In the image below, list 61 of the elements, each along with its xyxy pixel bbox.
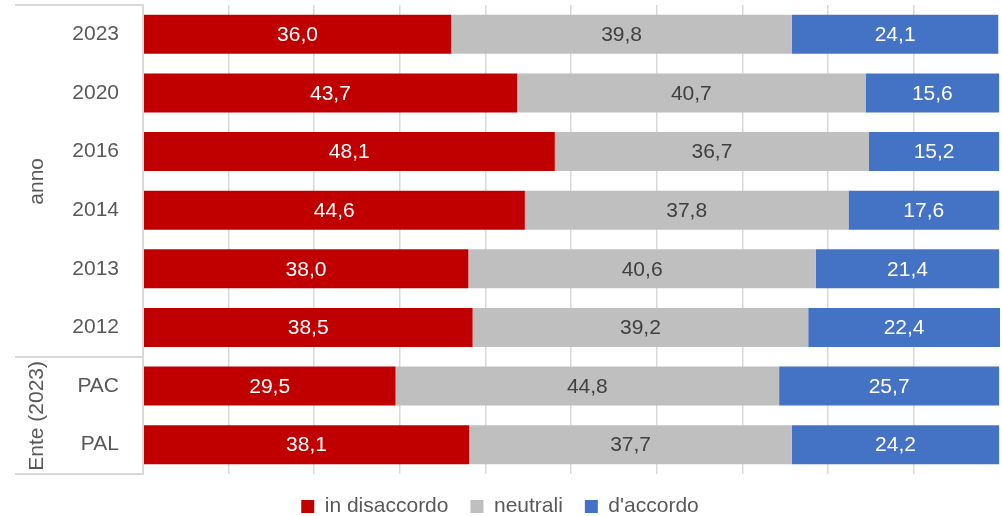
data-label: 38,1 — [286, 432, 327, 456]
bar — [815, 249, 1000, 289]
data-label: 15,6 — [911, 80, 953, 104]
data-label: 17,6 — [903, 197, 945, 221]
bar — [143, 307, 473, 347]
y-tick-label: PAC — [77, 372, 119, 396]
y-tick-label: PAL — [80, 431, 119, 455]
bar — [865, 73, 1000, 113]
y-tick-label: 2013 — [72, 255, 119, 279]
bar — [869, 132, 1000, 172]
legend-label: d'accordo — [608, 493, 699, 516]
bar — [143, 73, 518, 113]
bar — [791, 14, 999, 54]
data-label: 40,7 — [670, 80, 712, 104]
bar — [779, 366, 1000, 406]
bar — [517, 73, 866, 113]
data-label: 39,2 — [619, 315, 661, 339]
bar — [468, 249, 816, 289]
data-label: 24,2 — [875, 432, 916, 456]
y-tick-label: 2014 — [72, 196, 120, 220]
text: Ente (2023) — [23, 360, 47, 471]
data-label: 36,0 — [277, 22, 318, 46]
data-label: 36,7 — [691, 139, 733, 163]
y-tick-label: 2023 — [72, 21, 119, 45]
bar — [143, 366, 396, 406]
data-label: 39,8 — [601, 22, 643, 46]
data-label: 37,8 — [666, 197, 708, 221]
bar — [808, 307, 1000, 347]
legend-label: in disaccordo — [324, 493, 449, 516]
y-tick-label: 2020 — [72, 79, 119, 103]
y-tick-label: 2016 — [72, 138, 119, 162]
data-label: 38,5 — [287, 315, 329, 339]
data-label: 15,2 — [913, 139, 955, 163]
data-label: 37,7 — [610, 432, 652, 456]
data-label: 43,7 — [310, 80, 351, 104]
bar — [143, 190, 525, 230]
data-label: 22,4 — [883, 315, 925, 339]
data-label: 38,0 — [285, 256, 327, 280]
bar — [791, 425, 1000, 465]
data-label: 48,1 — [328, 139, 370, 163]
bar — [395, 366, 780, 406]
data-label: 21,4 — [887, 256, 929, 280]
data-label: 40,6 — [621, 256, 663, 280]
bar — [848, 190, 1000, 230]
data-label: 29,5 — [249, 373, 291, 397]
bar — [143, 425, 470, 465]
data-label: 44,6 — [313, 197, 355, 221]
data-label: 25,7 — [868, 373, 910, 397]
bar — [143, 14, 452, 54]
bar — [143, 249, 469, 289]
data-label: 44,8 — [566, 373, 608, 397]
bar — [143, 132, 555, 172]
bar — [524, 190, 849, 230]
bar — [472, 307, 809, 347]
text: anno — [23, 157, 47, 205]
bar — [451, 14, 792, 54]
data-label: 24,1 — [874, 22, 916, 46]
bar — [469, 425, 792, 465]
bar — [554, 132, 870, 172]
legend-label: neutrali — [493, 493, 563, 516]
y-tick-label: 2012 — [72, 314, 119, 338]
